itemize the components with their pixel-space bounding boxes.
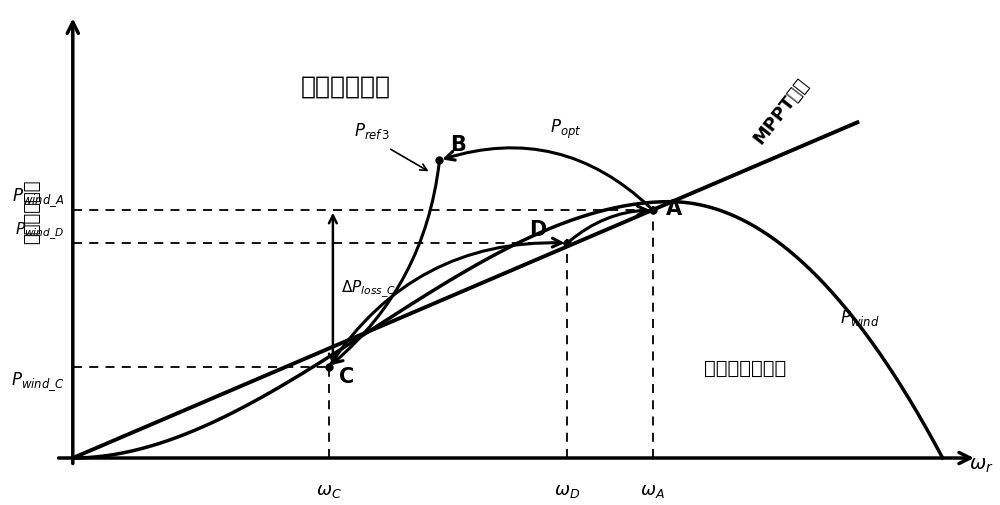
Text: $P_{wind\_D}$: $P_{wind\_D}$ <box>15 221 64 241</box>
Text: $P_{wind\_A}$: $P_{wind\_A}$ <box>12 186 64 209</box>
Text: D: D <box>529 220 546 239</box>
Text: $\omega_A$: $\omega_A$ <box>640 481 665 499</box>
Text: $P_{wind\_C}$: $P_{wind\_C}$ <box>11 369 64 392</box>
Text: $P_{ref\,3}$: $P_{ref\,3}$ <box>354 120 391 140</box>
Text: C: C <box>339 366 354 386</box>
Text: $P_{opt}$: $P_{opt}$ <box>550 117 582 140</box>
Text: $\omega_D$: $\omega_D$ <box>554 481 581 499</box>
Text: 频率支撑阶段: 频率支撑阶段 <box>301 75 391 98</box>
Text: $\Delta P_{loss\_C}$: $\Delta P_{loss\_C}$ <box>341 278 396 299</box>
Text: 捕获的机械功率: 捕获的机械功率 <box>704 358 786 377</box>
Text: $P_{wind}$: $P_{wind}$ <box>840 308 880 328</box>
Text: $\omega_r$: $\omega_r$ <box>969 455 993 474</box>
Text: A: A <box>665 199 682 219</box>
Text: 风机有功功率: 风机有功功率 <box>23 179 41 243</box>
Text: B: B <box>450 135 466 155</box>
Text: MPPT曲线: MPPT曲线 <box>750 75 812 147</box>
Text: $\omega_C$: $\omega_C$ <box>316 481 342 499</box>
